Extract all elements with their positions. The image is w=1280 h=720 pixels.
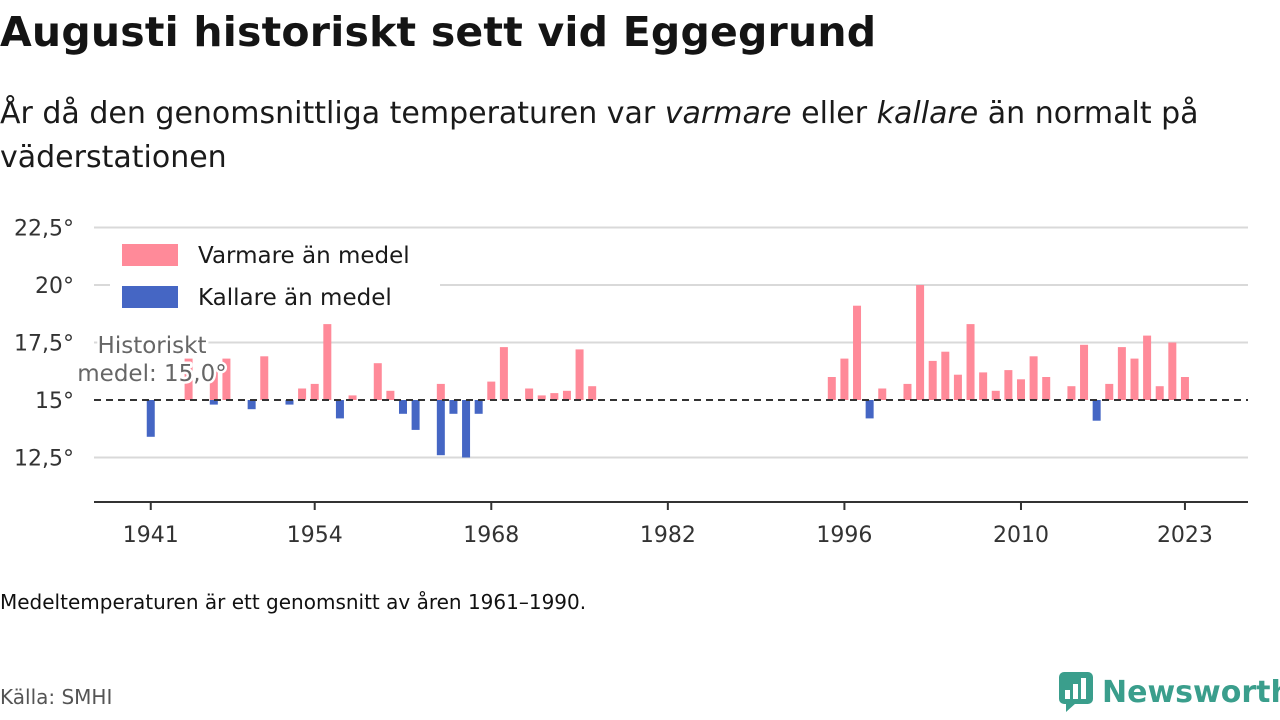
cold-bar xyxy=(247,400,256,410)
warm-bar xyxy=(1180,377,1189,400)
subtitle-cold-word: kallare xyxy=(876,96,979,131)
warm-bar xyxy=(209,367,218,400)
cold-bar xyxy=(462,400,471,458)
warm-bar xyxy=(916,285,925,400)
subtitle-part-after: än normalt på väderstationen xyxy=(0,96,1199,175)
legend: Varmare än medel Kallare än medel xyxy=(110,236,440,316)
warm-bar xyxy=(1016,379,1025,400)
warm-bar xyxy=(298,388,307,400)
cold-bar xyxy=(865,400,874,419)
warm-bar xyxy=(310,383,319,400)
warm-bar xyxy=(487,381,496,400)
cold-bar xyxy=(411,400,420,430)
warm-bar xyxy=(979,372,988,400)
warm-bar xyxy=(1067,386,1076,400)
x-tick-label: 1941 xyxy=(123,523,179,548)
warm-bar xyxy=(348,395,357,400)
warm-bar xyxy=(386,390,395,400)
legend-warm-swatch xyxy=(122,244,178,266)
warm-bar xyxy=(878,388,887,400)
warm-bar xyxy=(1130,358,1139,400)
warm-bar xyxy=(575,349,584,400)
cold-bar xyxy=(335,400,344,419)
cold-bar xyxy=(436,400,445,456)
warm-bar xyxy=(588,386,597,400)
bars xyxy=(146,285,1189,458)
x-tick-label: 1996 xyxy=(816,523,872,548)
warm-bar xyxy=(537,395,546,400)
cold-bar xyxy=(449,400,458,414)
cold-bar xyxy=(209,400,218,405)
warm-bar xyxy=(562,390,571,400)
chart-subtitle: År då den genomsnittliga temperaturen va… xyxy=(0,92,1240,180)
warm-bar xyxy=(966,324,975,400)
warm-bar xyxy=(1168,342,1177,400)
subtitle-warm-word: varmare xyxy=(664,96,792,131)
cold-bar xyxy=(1092,400,1101,421)
warm-bar xyxy=(550,393,559,400)
warm-bar xyxy=(953,374,962,400)
footnote: Medeltemperaturen är ett genomsnitt av å… xyxy=(0,590,587,614)
x-axis: 1941 1954 1968 1982 1996 2010 2023 xyxy=(94,501,1248,548)
warm-bar xyxy=(840,358,849,400)
y-tick-label: 15° xyxy=(35,389,74,414)
y-tick-label: 22,5° xyxy=(14,217,74,242)
warm-bar xyxy=(941,351,950,400)
warm-bar xyxy=(260,356,269,400)
warm-bar xyxy=(1029,356,1038,400)
warm-bar xyxy=(525,388,534,400)
source-credit: Källa: SMHI xyxy=(0,685,113,709)
warm-bar xyxy=(1080,344,1089,400)
x-tick-label: 2010 xyxy=(993,523,1049,548)
x-tick-label: 2023 xyxy=(1157,523,1213,548)
legend-cold-label: Kallare än medel xyxy=(198,285,392,311)
warm-bar xyxy=(436,383,445,400)
warm-bar xyxy=(991,390,1000,400)
warm-bar xyxy=(1004,370,1013,400)
subtitle-part-middle: eller xyxy=(791,96,877,131)
baseline-label-line: Historiskt xyxy=(98,333,207,359)
y-tick-label: 20° xyxy=(35,274,74,299)
cold-bar xyxy=(474,400,483,414)
chart-title: Augusti historiskt sett vid Eggegrund xyxy=(0,8,877,56)
warm-bar xyxy=(903,383,912,400)
cold-bar xyxy=(146,400,155,437)
warm-bar xyxy=(373,363,382,400)
cold-bar xyxy=(398,400,407,414)
newsworthy-logo-icon xyxy=(1059,672,1093,712)
cold-bar xyxy=(285,400,294,405)
grid-lines xyxy=(94,226,1248,459)
x-tick-label: 1968 xyxy=(463,523,519,548)
warm-bar xyxy=(499,347,508,400)
y-axis-tick-labels: 12,5° 15° 17,5° 20° 22,5° xyxy=(14,217,74,472)
legend-warm-label: Varmare än medel xyxy=(198,243,410,269)
warm-bar xyxy=(1042,377,1051,400)
legend-cold-swatch xyxy=(122,286,178,308)
warm-bar xyxy=(1155,386,1164,400)
brand-logo: Newsworthy xyxy=(1058,670,1280,714)
warm-bar xyxy=(827,377,836,400)
x-tick-label: 1954 xyxy=(287,523,343,548)
baseline-label-line: medel: 15,0° xyxy=(77,361,226,387)
subtitle-part-before: År då den genomsnittliga temperaturen va… xyxy=(0,96,665,131)
x-tick-label: 1982 xyxy=(640,523,696,548)
warm-bar xyxy=(1117,347,1126,400)
warm-bar xyxy=(1143,335,1152,400)
warm-bar xyxy=(928,360,937,400)
warm-bar xyxy=(222,358,231,400)
warm-bar xyxy=(323,324,332,400)
y-tick-label: 17,5° xyxy=(14,332,74,357)
brand-name: Newsworthy xyxy=(1102,674,1280,710)
y-tick-label: 12,5° xyxy=(14,447,74,472)
warm-bar xyxy=(184,358,193,400)
warm-bar xyxy=(1105,383,1114,400)
warm-bar xyxy=(853,305,862,400)
